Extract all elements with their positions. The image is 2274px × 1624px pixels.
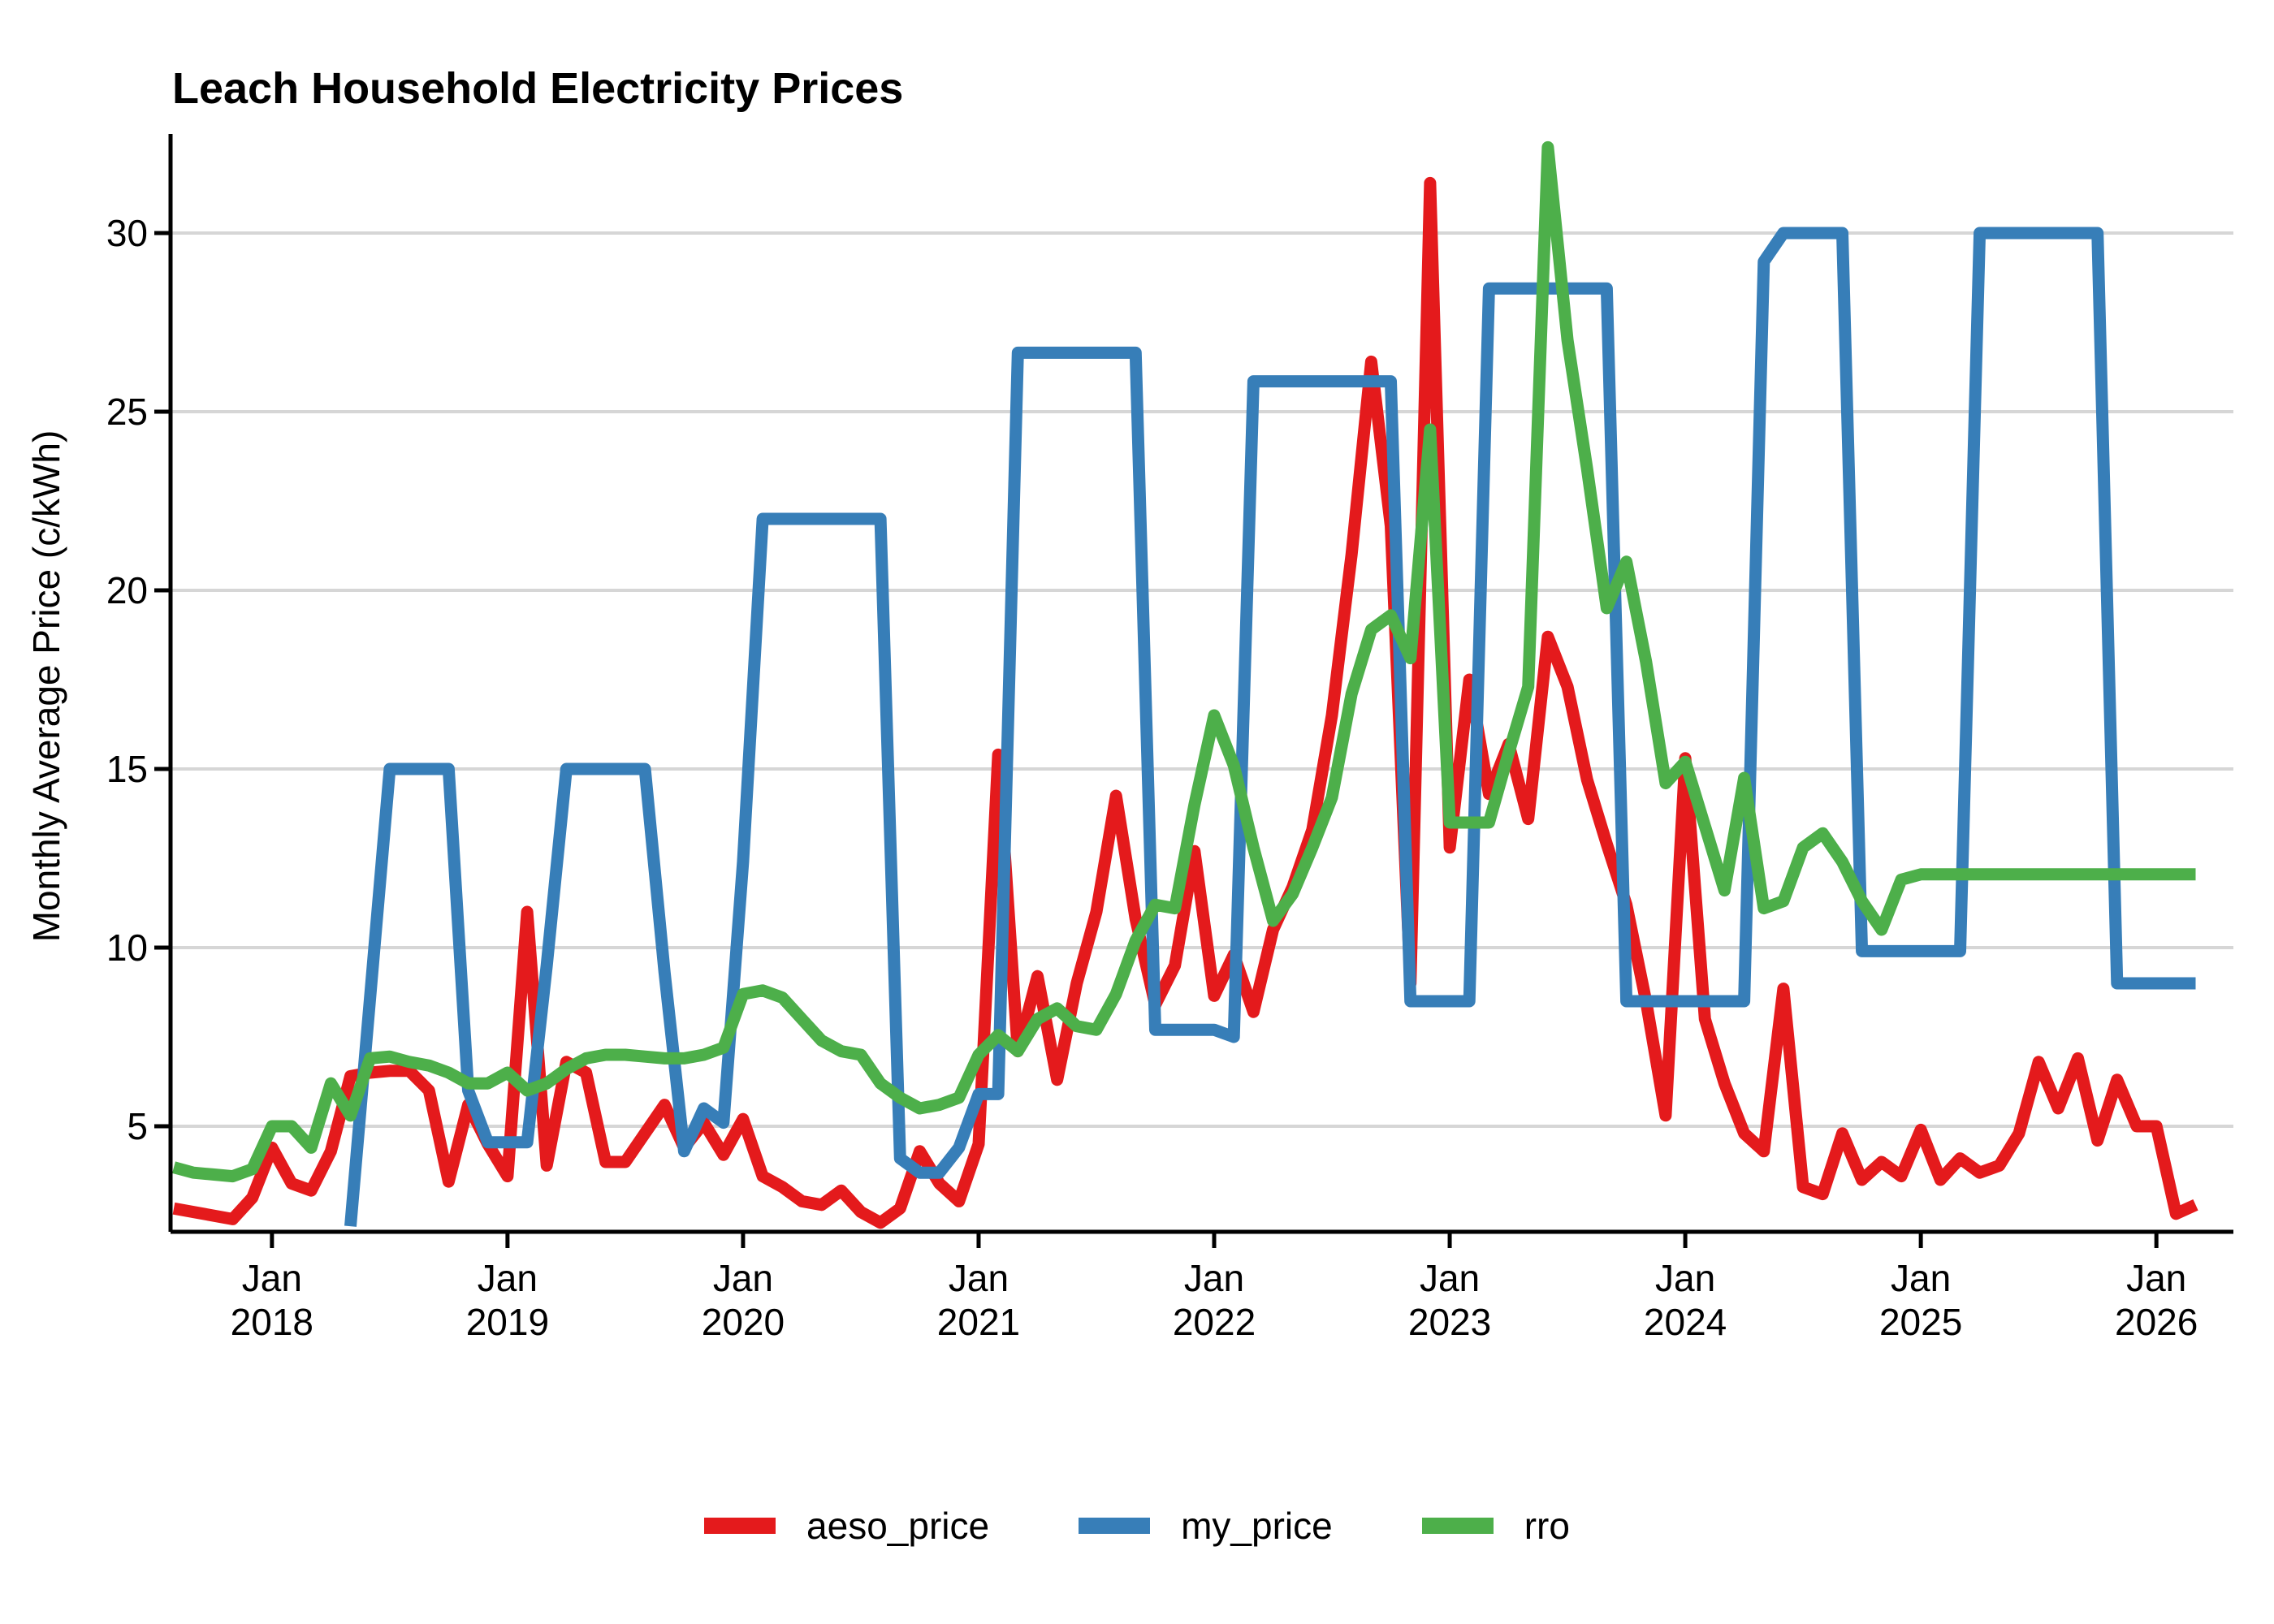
- series-line-aeso_price: [172, 176, 2198, 1229]
- y-tick-label-25: 25: [106, 391, 148, 433]
- series-line-my_price: [344, 227, 2196, 1227]
- x-tick-label-month-2022-01: Jan: [1184, 1257, 1244, 1299]
- x-tick-label-year-2020-01: 2020: [702, 1301, 785, 1343]
- y-tick-label-30: 30: [106, 212, 148, 254]
- y-tick-label-15: 15: [106, 748, 148, 790]
- legend-item-aeso-price: aeso_price: [704, 1504, 989, 1548]
- legend-label-rro: rro: [1524, 1505, 1570, 1547]
- x-tick-label-month-2026-01: Jan: [2126, 1257, 2186, 1299]
- x-tick-label-month-2019-01: Jan: [478, 1257, 538, 1299]
- x-tick-label-year-2022-01: 2022: [1173, 1301, 1256, 1343]
- legend-swatch-aeso-price-icon: [704, 1518, 776, 1534]
- legend-label-my-price: my_price: [1181, 1505, 1333, 1547]
- x-tick-label-month-2025-01: Jan: [1891, 1257, 1951, 1299]
- page-title: Leach Household Electricity Prices: [172, 64, 904, 113]
- legend-swatch-rro-icon: [1421, 1518, 1494, 1534]
- legend-swatch-my-price-icon: [1079, 1518, 1151, 1534]
- x-tick-label-year-2019-01: 2019: [466, 1301, 549, 1343]
- x-tick-label-year-2025-01: 2025: [1879, 1301, 1962, 1343]
- legend-label-aeso-price: aeso_price: [806, 1505, 990, 1547]
- x-tick-label-month-2020-01: Jan: [713, 1257, 773, 1299]
- x-tick-label-month-2024-01: Jan: [1655, 1257, 1715, 1299]
- x-tick-label-month-2023-01: Jan: [1420, 1257, 1480, 1299]
- legend: aeso_price my_price rro: [0, 1504, 2274, 1548]
- x-tick-label-year-2021-01: 2021: [937, 1301, 1020, 1343]
- legend-item-my-price: my_price: [1079, 1504, 1333, 1548]
- x-tick-label-month-2018-01: Jan: [242, 1257, 302, 1299]
- x-tick-label-month-2021-01: Jan: [949, 1257, 1009, 1299]
- y-tick-label-20: 20: [106, 569, 148, 611]
- y-tick-label-10: 10: [106, 926, 148, 969]
- series-line-rro: [172, 140, 2196, 1183]
- x-tick-label-year-2026-01: 2026: [2115, 1301, 2198, 1343]
- x-tick-label-year-2018-01: 2018: [231, 1301, 313, 1343]
- y-tick-label-5: 5: [127, 1105, 148, 1147]
- x-tick-label-year-2023-01: 2023: [1408, 1301, 1491, 1343]
- legend-item-rro: rro: [1421, 1504, 1570, 1548]
- x-tick-label-year-2024-01: 2024: [1644, 1301, 1727, 1343]
